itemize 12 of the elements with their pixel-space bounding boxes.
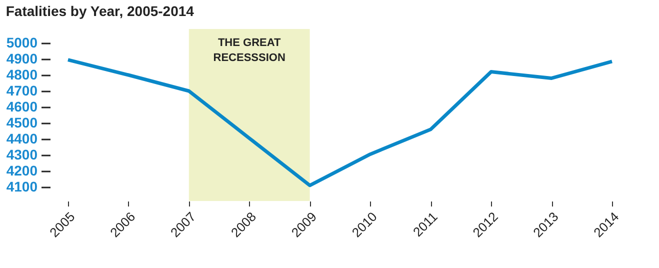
y-tick-label: 4800 xyxy=(6,66,38,82)
y-tick-label: 4100 xyxy=(6,178,38,194)
y-tick-label: 5000 xyxy=(6,34,38,50)
y-tick-label: 4900 xyxy=(6,50,38,66)
y-tick-label: 4400 xyxy=(6,130,38,146)
y-tick-label: 4300 xyxy=(6,146,38,162)
band-label: THE GREAT RECESSSION xyxy=(213,37,286,64)
y-tick-label: 4200 xyxy=(6,162,38,178)
chart-title: Fatalities by Year, 2005-2014 xyxy=(6,3,194,19)
y-tick-label: 4600 xyxy=(6,98,38,114)
y-tick-label: 4500 xyxy=(6,114,38,130)
y-tick-label: 4700 xyxy=(6,82,38,98)
